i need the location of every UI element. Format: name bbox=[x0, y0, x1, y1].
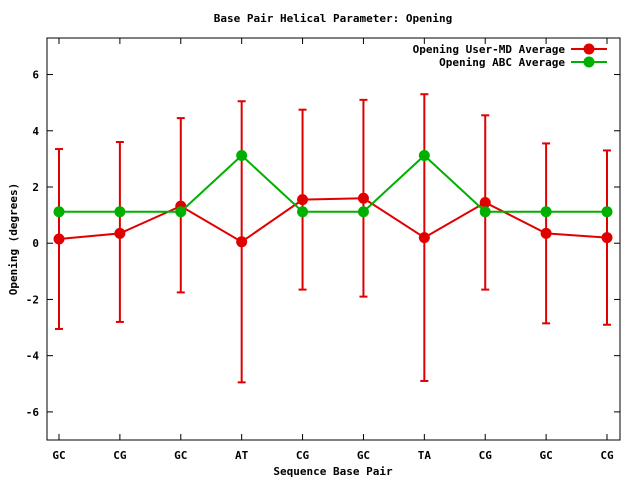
data-point bbox=[53, 206, 65, 218]
data-point bbox=[357, 192, 369, 204]
data-point bbox=[53, 233, 65, 245]
x-tick-label: AT bbox=[235, 449, 249, 462]
data-point bbox=[479, 206, 491, 218]
series-layer bbox=[53, 150, 613, 248]
x-tick-label: GC bbox=[357, 449, 370, 462]
y-tick-label: -4 bbox=[26, 350, 40, 363]
error-bars bbox=[55, 93, 611, 384]
data-point bbox=[601, 232, 613, 244]
y-tick-label: -6 bbox=[26, 406, 40, 419]
chart-title: Base Pair Helical Parameter: Opening bbox=[214, 12, 452, 25]
x-tick-label: GC bbox=[539, 449, 552, 462]
y-tick-label: 2 bbox=[32, 181, 39, 194]
y-tick-label: 0 bbox=[32, 237, 39, 250]
x-tick-label: CG bbox=[296, 449, 310, 462]
plot-frame bbox=[46, 37, 621, 441]
data-point bbox=[418, 150, 430, 162]
data-point bbox=[236, 150, 248, 162]
legend-swatch-marker bbox=[583, 56, 595, 68]
x-axis-label: Sequence Base Pair bbox=[273, 465, 393, 478]
x-tick-label: GC bbox=[174, 449, 187, 462]
data-point bbox=[114, 227, 126, 239]
data-point bbox=[601, 206, 613, 218]
data-point bbox=[418, 232, 430, 244]
x-tick-label: TA bbox=[418, 449, 432, 462]
y-tick-label: 6 bbox=[32, 69, 39, 82]
x-tick-label: CG bbox=[479, 449, 493, 462]
series-line-1 bbox=[58, 197, 608, 243]
x-tick-label: CG bbox=[600, 449, 614, 462]
legend-label: Opening ABC Average bbox=[439, 56, 565, 69]
series-line-2 bbox=[59, 154, 607, 213]
x-tick-label: CG bbox=[113, 449, 127, 462]
x-axis: GC CG GC AT CG GC TA CG GC CG bbox=[52, 38, 614, 462]
legend-label: Opening User-MD Average bbox=[413, 43, 566, 56]
data-point bbox=[297, 194, 309, 206]
data-point bbox=[540, 206, 552, 218]
data-point bbox=[479, 196, 491, 208]
legend-swatch-marker bbox=[583, 43, 595, 55]
data-point bbox=[175, 206, 187, 218]
y-axis-label: Opening (degrees) bbox=[7, 183, 20, 296]
y-axis: -6 -4 -2 0 2 4 6 bbox=[26, 69, 620, 419]
data-point bbox=[297, 206, 309, 218]
y-tick-label: -2 bbox=[26, 293, 39, 306]
data-point bbox=[540, 227, 552, 239]
data-point bbox=[357, 206, 369, 218]
x-tick-label: GC bbox=[52, 449, 65, 462]
y-tick-label: 4 bbox=[32, 125, 39, 138]
data-point bbox=[114, 206, 126, 218]
data-point bbox=[236, 236, 248, 248]
